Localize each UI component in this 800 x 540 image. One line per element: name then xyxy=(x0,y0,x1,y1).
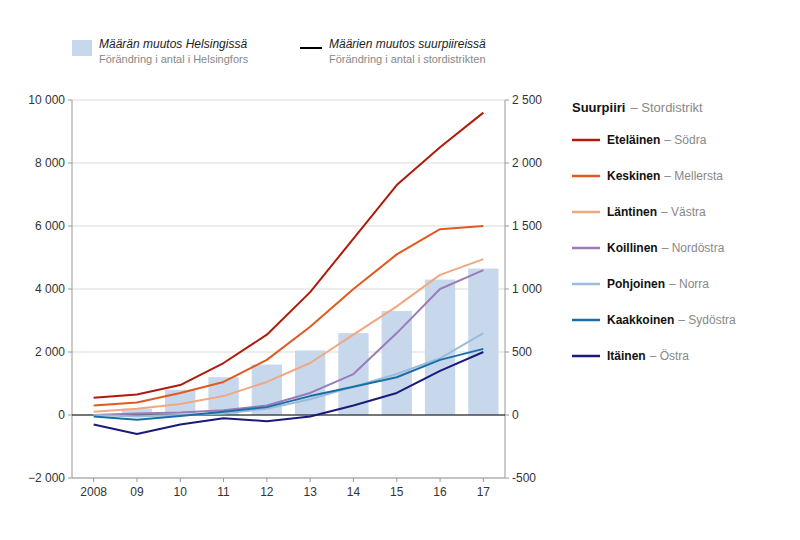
x-tick xyxy=(180,478,181,482)
legend-symbol xyxy=(572,247,600,250)
legend-entry: Kaakkoinen xyxy=(607,313,674,327)
axes: −2 000 0 2 000 4 000 6 000 8 000 10 000 -500 0 50… xyxy=(28,93,542,499)
legend-entry: Läntinen xyxy=(607,205,657,219)
legend-label: Määrien muutos suurpiireissä xyxy=(329,37,486,51)
y2-tick xyxy=(505,415,509,416)
legend-symbol xyxy=(572,211,600,214)
legend-label: Määrän muutos Helsingissä xyxy=(99,37,247,51)
line xyxy=(94,333,484,416)
y-tick xyxy=(68,352,72,353)
x-tick xyxy=(136,478,137,482)
top-legend: Määrän muutos Helsingissä Förändring i an… xyxy=(72,37,486,65)
y2-tick-label: 0 xyxy=(512,408,519,422)
x-tick-label: 14 xyxy=(347,485,361,499)
y2-axis-line xyxy=(505,100,506,478)
bar xyxy=(382,311,412,415)
x-tick-label: 2008 xyxy=(80,485,107,499)
grid-line xyxy=(72,163,505,164)
legend-entry-sub: – Nordöstra xyxy=(662,241,725,255)
y-axis-line xyxy=(72,100,73,478)
y2-tick-label: 2 500 xyxy=(512,93,542,107)
x-tick xyxy=(93,478,94,482)
y2-tick xyxy=(505,289,509,290)
line xyxy=(94,349,484,420)
legend-sublabel: Förändring i antal i stordistrikten xyxy=(329,53,486,65)
legend-entry: Pohjoinen xyxy=(607,277,665,291)
y2-tick-label: 2 000 xyxy=(512,156,542,170)
line xyxy=(94,259,484,412)
x-tick xyxy=(440,478,441,482)
y-tick xyxy=(68,100,72,101)
legend-entry-sub: – Norra xyxy=(669,277,709,291)
legend-entry-sub: – Västra xyxy=(661,205,706,219)
data xyxy=(72,113,505,434)
chart: −2 000 0 2 000 4 000 6 000 8 000 10 000 -500 0 50… xyxy=(0,0,800,540)
x-tick xyxy=(396,478,397,482)
legend-symbol xyxy=(572,139,600,142)
x-tick-label: 13 xyxy=(303,485,317,499)
x-tick-label: 11 xyxy=(217,485,230,499)
x-tick-label: 10 xyxy=(174,485,188,499)
legend-symbol xyxy=(572,283,600,286)
grid-line xyxy=(72,415,505,416)
x-tick-label: 17 xyxy=(477,485,491,499)
x-tick xyxy=(223,478,224,482)
y-tick-label: 4 000 xyxy=(35,282,65,296)
legend-symbol xyxy=(572,319,600,322)
y2-tick-label: 1 000 xyxy=(512,282,542,296)
line xyxy=(94,270,484,415)
bar xyxy=(295,350,325,415)
y-tick-label: 2 000 xyxy=(35,345,65,359)
y2-tick xyxy=(505,352,509,353)
y2-tick-label: 500 xyxy=(512,345,532,359)
legend-symbol xyxy=(572,175,600,178)
y-tick xyxy=(68,289,72,290)
legend-entry: Itäinen xyxy=(607,349,646,363)
y2-tick-label: -500 xyxy=(512,471,536,485)
y2-tick xyxy=(505,163,509,164)
legend-entry: Eteläinen xyxy=(607,133,660,147)
y2-tick xyxy=(505,478,509,479)
legend-swatch xyxy=(72,40,92,56)
x-tick-label: 09 xyxy=(130,485,144,499)
legend-entry-sub: – Sydöstra xyxy=(678,313,736,327)
y-tick-label: 0 xyxy=(58,408,65,422)
y-tick-label: 10 000 xyxy=(28,93,65,107)
x-tick xyxy=(310,478,311,482)
grid-line xyxy=(72,226,505,227)
legend-entry: Koillinen xyxy=(607,241,658,255)
y2-tick-label: 1 500 xyxy=(512,219,542,233)
legend-entry: Keskinen xyxy=(607,169,660,183)
legend-symbol xyxy=(572,355,600,358)
y-tick xyxy=(68,415,72,416)
y-tick-label: 8 000 xyxy=(35,156,65,170)
grid-line xyxy=(72,100,505,101)
legend-sublabel: Förändring i antal i Helsingfors xyxy=(99,53,249,65)
x-tick-label: 16 xyxy=(433,485,447,499)
y-tick xyxy=(68,163,72,164)
x-tick xyxy=(353,478,354,482)
legend-entry-sub: – Södra xyxy=(664,133,706,147)
y2-tick xyxy=(505,226,509,227)
y-tick xyxy=(68,226,72,227)
x-tick-label: 12 xyxy=(260,485,274,499)
line xyxy=(94,113,484,398)
legend-entry-sub: – Mellersta xyxy=(664,169,723,183)
y-tick-label: 6 000 xyxy=(35,219,65,233)
zero-line xyxy=(72,414,505,415)
legend-title: Suurpiiri xyxy=(572,100,625,115)
bar xyxy=(468,269,498,415)
legend-entry-sub: – Östra xyxy=(650,349,690,363)
y2-tick xyxy=(505,100,509,101)
legend-subtitle: – Stordistrikt xyxy=(630,100,703,115)
x-tick xyxy=(483,478,484,482)
legend: Suurpiiri – Stordistrikt Eteläinen – Södra K… xyxy=(572,100,736,363)
legend-line-symbol xyxy=(300,47,322,49)
line xyxy=(94,352,484,434)
x-tick-label: 15 xyxy=(390,485,404,499)
y-tick-label: −2 000 xyxy=(28,471,65,485)
y-tick xyxy=(68,478,72,479)
x-tick xyxy=(266,478,267,482)
